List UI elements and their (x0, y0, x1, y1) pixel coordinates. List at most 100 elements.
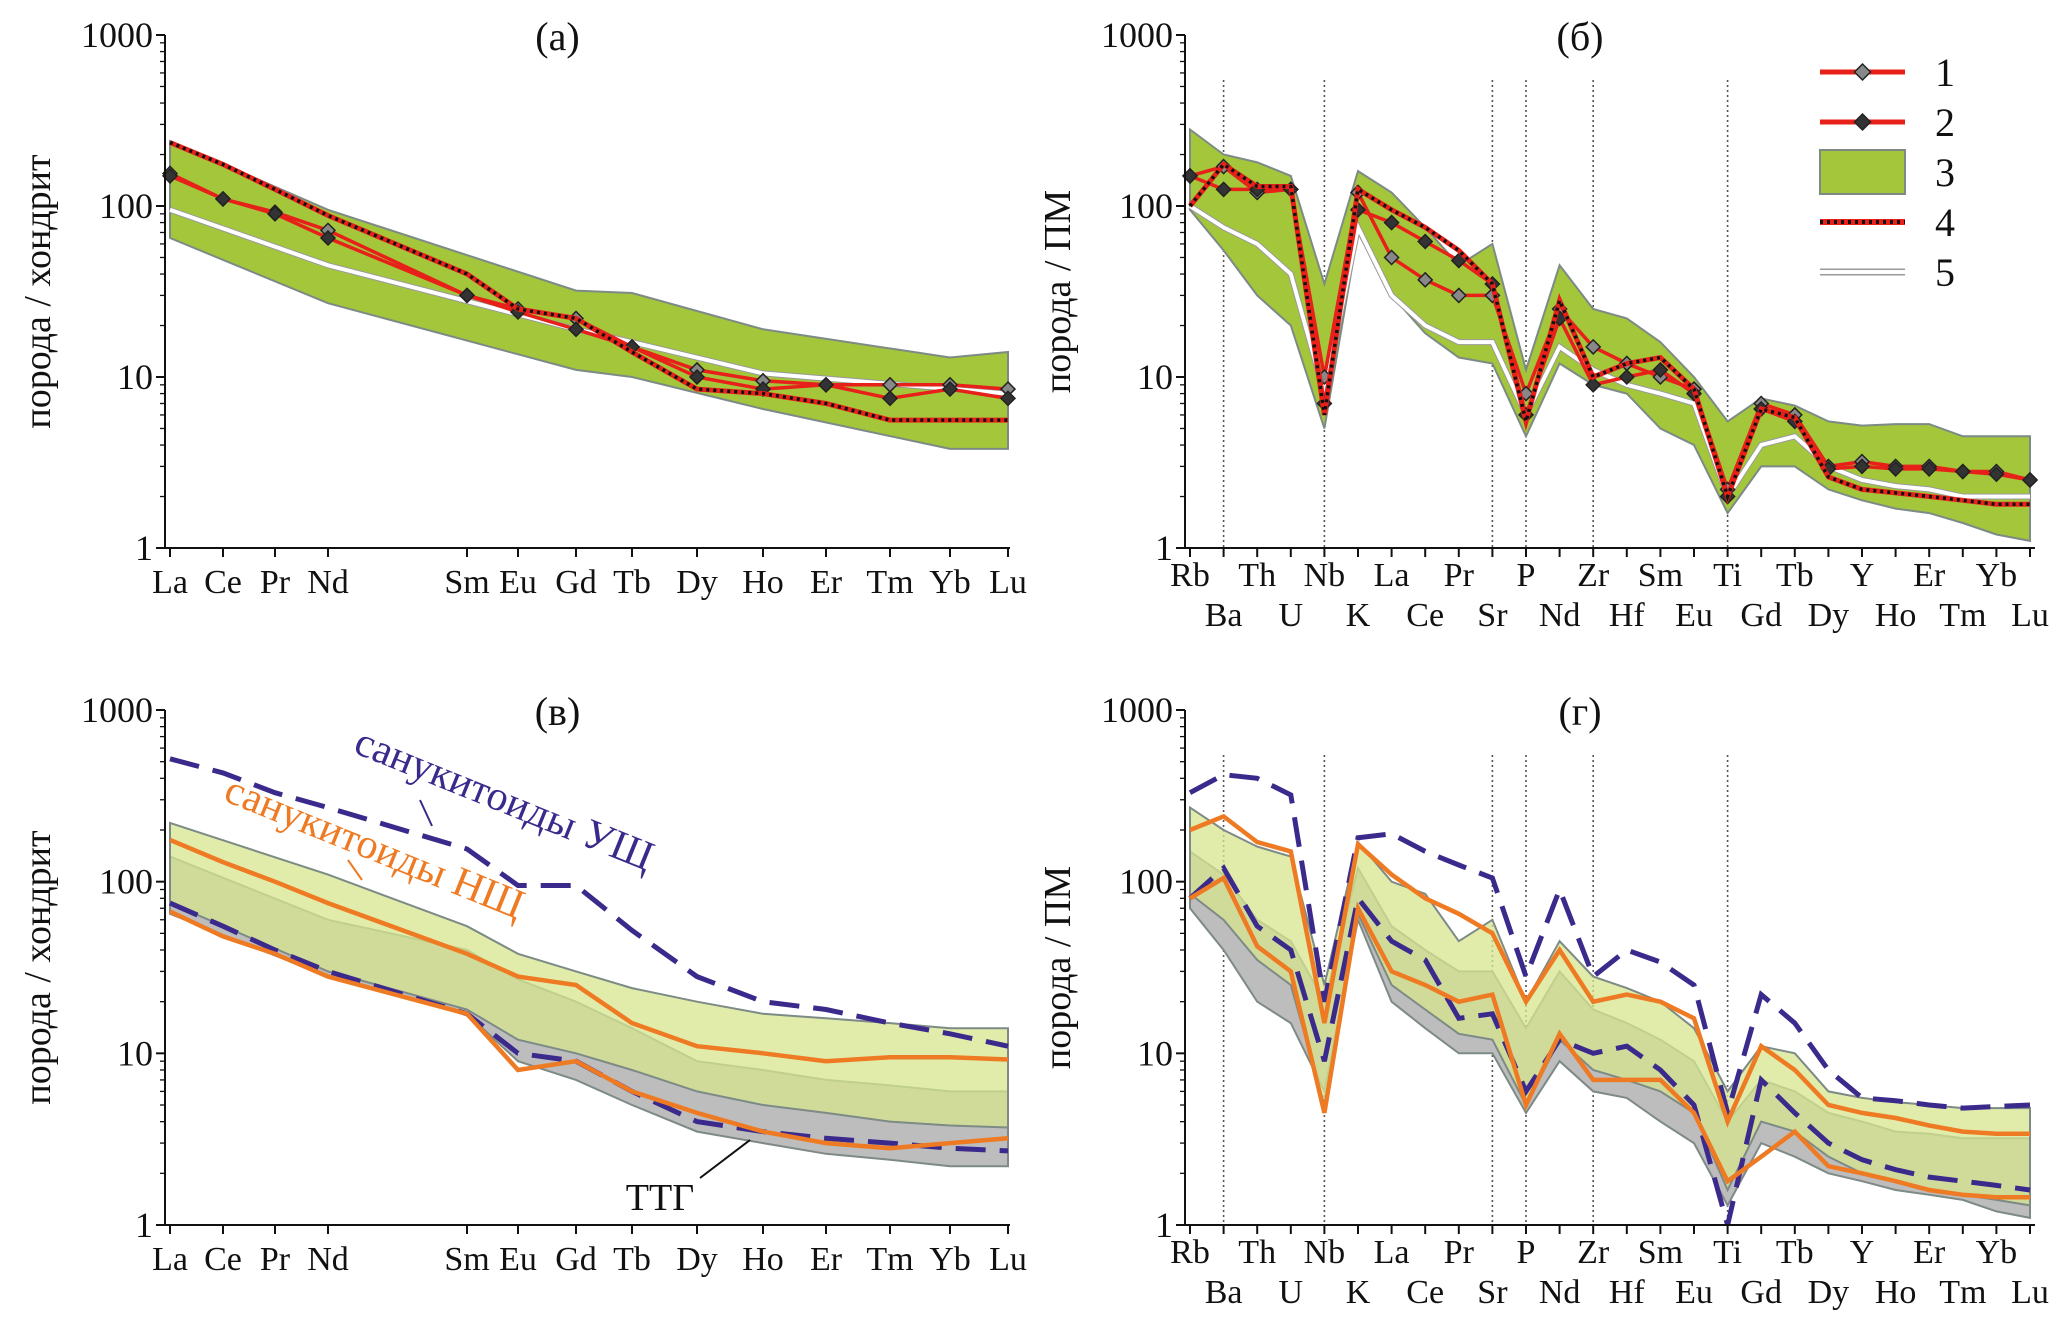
x-tick-label: Yb (929, 564, 971, 601)
x-tick-label: K (1346, 597, 1371, 634)
legend-label: 5 (1935, 250, 1955, 295)
y-axis-label: порода / хондрит (17, 830, 59, 1105)
data-point-marker (941, 381, 959, 398)
x-tick-label: Lu (989, 564, 1027, 601)
legend: 1 2 3 4 5 (1819, 50, 1955, 295)
x-tick-label: Tb (613, 1241, 651, 1278)
series-line (169, 909, 1009, 1151)
series-line (169, 837, 1009, 1064)
x-tick-label: Eu (499, 564, 537, 601)
x-tick-label: Ho (742, 564, 784, 601)
data-point-marker (1921, 460, 1938, 477)
y-tick-label: 10 (1137, 357, 1173, 397)
y-tick-label: 100 (1119, 186, 1173, 226)
x-tick-label: Rb (1170, 1234, 1210, 1271)
y-tick-label: 10 (117, 1033, 153, 1073)
x-tick-label: Sm (1638, 557, 1683, 594)
data-point-marker (266, 205, 284, 222)
field-band (1189, 805, 2031, 1207)
x-tick-label: Gd (1740, 1274, 1782, 1311)
x-tick-label: Yb (929, 1241, 971, 1278)
y-tick-label: 10 (117, 357, 153, 397)
panel-3: 1 10 100 1000 La Ce Pr Nd Sm Eu Gd Tb Dy Ho Er Tm Yb Lu по… (17, 689, 1027, 1278)
x-tick-label: Nd (307, 564, 349, 601)
data-point-marker (319, 229, 337, 247)
x-tick-label: Gd (1740, 597, 1782, 634)
x-tick-label: Dy (676, 1241, 718, 1278)
panel-2: 1101001000RbBaThUNbKLaCePrSrPNdZrHfSmEuT… (1037, 14, 2049, 634)
data-point-marker (1887, 460, 1904, 477)
data-point-marker (881, 390, 899, 407)
x-tick-label: Gd (555, 1241, 597, 1278)
y-tick-label: 1 (1155, 1205, 1173, 1245)
x-tick-label: Sm (444, 1241, 489, 1278)
x-tick-label: Pr (260, 564, 291, 601)
x-tick-label: Eu (499, 1241, 537, 1278)
x-tick-label: P (1517, 1234, 1536, 1271)
y-tick-label: 1000 (1101, 690, 1173, 730)
x-tick-label: La (1374, 1234, 1410, 1271)
y-axis-label: порода / ПМ (1037, 190, 1079, 393)
panel-label: (б) (1557, 14, 1604, 59)
data-point-marker (1417, 271, 1434, 288)
x-tick-label: Yb (1976, 557, 2018, 594)
y-tick-label: 1000 (81, 690, 153, 730)
y-tick-label: 100 (99, 186, 153, 226)
x-tick-label: Sr (1477, 1274, 1508, 1311)
x-tick-label: Ho (1875, 597, 1917, 634)
y-axis-label: порода / ПМ (1037, 866, 1079, 1069)
panel-label: (в) (535, 689, 581, 734)
x-tick-label: Ba (1205, 597, 1243, 634)
data-point-marker (1585, 376, 1602, 393)
x-tick-label: Th (1238, 1234, 1276, 1271)
x-tick-label: Th (1238, 557, 1276, 594)
x-tick-label: Tm (866, 564, 913, 601)
data-point-marker (214, 190, 232, 207)
x-tick-label: Nd (1539, 597, 1581, 634)
x-tick-label: Ti (1713, 1234, 1742, 1271)
y-tick-label: 100 (99, 862, 153, 902)
panel-1: 1 10 100 1000 La Ce Pr Nd Sm Eu Gd Tb Dy Ho Er Tm Yb Lu по… (17, 14, 1027, 601)
data-point-marker (1954, 463, 1971, 480)
y-tick-label: 1000 (81, 15, 153, 55)
annotation-pointer (699, 1139, 751, 1179)
series-line (169, 756, 1009, 1049)
y-tick-label: 1 (135, 528, 153, 568)
x-tick-label: Ce (1406, 1274, 1444, 1311)
annotation-pointer (347, 859, 363, 881)
legend-label: 3 (1935, 150, 1955, 195)
panel-label: (а) (535, 14, 579, 59)
field-band (1189, 127, 2031, 543)
data-point-marker (567, 321, 585, 338)
x-tick-label: U (1279, 1274, 1304, 1311)
data-point-marker (1652, 361, 1669, 378)
x-tick-label: Tb (613, 564, 651, 601)
data-point-marker (1215, 181, 1232, 198)
x-tick-label: Y (1850, 1234, 1875, 1271)
x-tick-label: Lu (989, 1241, 1027, 1278)
x-tick-label: Ba (1205, 1274, 1243, 1311)
x-tick-label: Eu (1675, 597, 1713, 634)
panel-label: (г) (1558, 689, 1601, 734)
x-tick-label: Nb (1304, 557, 1346, 594)
data-point-marker (1585, 338, 1602, 355)
x-tick-label: P (1517, 557, 1536, 594)
x-tick-label: Dy (676, 564, 718, 601)
annotation-pointer (419, 799, 433, 827)
data-point-marker (1618, 368, 1635, 386)
legend-label: 1 (1935, 50, 1955, 95)
data-point-marker (1383, 249, 1400, 266)
x-tick-label: Er (810, 564, 843, 601)
data-point-marker (1450, 287, 1467, 304)
x-tick-label: U (1279, 597, 1304, 634)
data-point-marker (1988, 466, 2005, 483)
x-tick-label: Nb (1304, 1234, 1346, 1271)
x-tick-label: Tb (1776, 557, 1814, 594)
data-point-marker (1417, 233, 1434, 250)
y-tick-label: 1000 (1101, 15, 1173, 55)
series-line (1188, 874, 2030, 1200)
panel-4: 1101001000RbBaThUNbKLaCePrSrPNdZrHfSmEuT… (1037, 689, 2049, 1311)
x-tick-label: Pr (1444, 1234, 1475, 1271)
x-tick-label: Y (1850, 557, 1875, 594)
x-tick-label: Hf (1609, 1274, 1646, 1311)
